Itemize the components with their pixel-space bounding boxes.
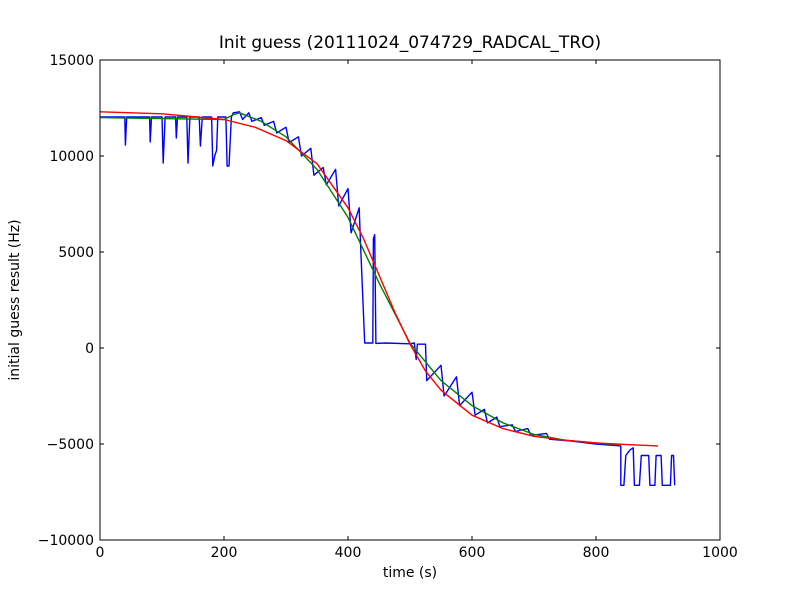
x-tick-label: 0 — [96, 545, 105, 561]
plot-frame — [99, 59, 721, 541]
series-line-measured — [100, 111, 676, 486]
y-tick-label: 5000 — [58, 245, 94, 261]
x-axis-label: time (s) — [383, 565, 437, 581]
y-tick-label: 10000 — [49, 149, 94, 165]
x-tick-label: 600 — [459, 545, 486, 561]
chart-title: Init guess (20111024_074729_RADCAL_TRO) — [219, 33, 601, 53]
series-line-smoothed — [100, 112, 621, 446]
x-tick-label: 1000 — [702, 545, 738, 561]
x-tick-label: 800 — [583, 545, 610, 561]
y-axis-label: initial guess result (Hz) — [7, 219, 23, 380]
y-tick-label: 15000 — [49, 53, 94, 69]
x-tick-label: 400 — [335, 545, 362, 561]
x-tick-label: 200 — [211, 545, 238, 561]
y-tick-label: −10000 — [38, 533, 94, 549]
y-tick-label: 0 — [85, 341, 94, 357]
series-line-fit — [100, 111, 659, 447]
y-tick-label: −5000 — [47, 437, 94, 453]
